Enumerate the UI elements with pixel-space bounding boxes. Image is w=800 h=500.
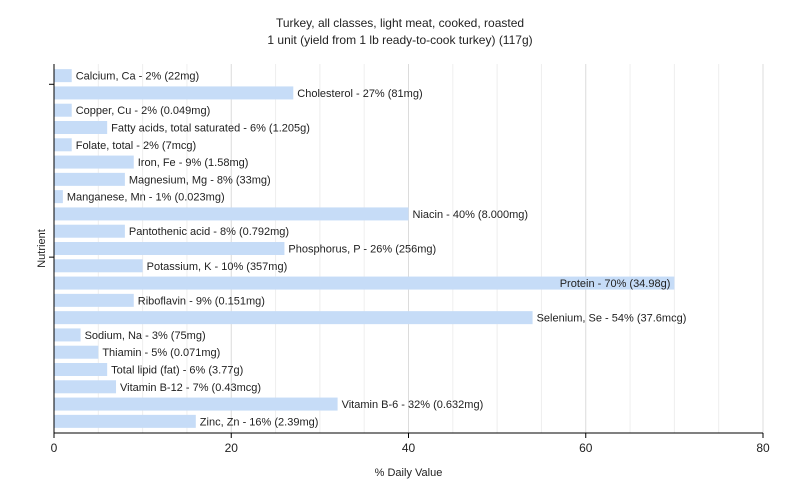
bar (54, 397, 338, 411)
bar-label: Copper, Cu - 2% (0.049mg) (76, 105, 211, 117)
x-axis-label: % Daily Value (375, 467, 443, 479)
bar (54, 328, 81, 342)
bar (54, 414, 196, 428)
bar (54, 155, 134, 169)
bar-label: Zinc, Zn - 16% (2.39mg) (200, 416, 319, 428)
bar-label: Magnesium, Mg - 8% (33mg) (129, 174, 271, 186)
x-tick-label: 40 (402, 441, 416, 455)
bar (54, 190, 63, 204)
bar (54, 259, 143, 273)
bar (54, 207, 409, 221)
bar-label: Calcium, Ca - 2% (22mg) (76, 71, 199, 83)
bar (54, 138, 72, 152)
bar-label: Manganese, Mn - 1% (0.023mg) (67, 192, 225, 204)
bar-label: Cholesterol - 27% (81mg) (297, 88, 422, 100)
bar (54, 121, 108, 134)
bar (54, 172, 125, 186)
bar-label: Fatty acids, total saturated - 6% (1.205… (111, 123, 310, 135)
bar (54, 363, 108, 376)
bar (54, 86, 294, 100)
bar (54, 276, 675, 290)
x-tick-label: 80 (756, 441, 770, 455)
bar-label: Thiamin - 5% (0.071mg) (102, 347, 220, 359)
bar (54, 345, 99, 359)
bar (54, 103, 72, 117)
bar (54, 380, 117, 394)
bar-label: Niacin - 40% (8.000mg) (413, 209, 529, 221)
bar-label: Folate, total - 2% (7mcg) (76, 140, 196, 152)
bar (54, 311, 533, 325)
x-tick-label: 0 (51, 441, 58, 455)
y-axis-label: Nutrient (36, 229, 48, 268)
x-tick-label: 20 (225, 441, 239, 455)
bar-label: Selenium, Se - 54% (37.6mcg) (537, 313, 687, 325)
bar (54, 293, 134, 307)
bar-label: Sodium, Na - 3% (75mg) (85, 330, 206, 342)
bar-label: Total lipid (fat) - 6% (3.77g) (111, 365, 243, 377)
chart-subtitle: 1 unit (yield from 1 lb ready-to-cook tu… (267, 33, 533, 47)
bar-label: Potassium, K - 10% (357mg) (147, 261, 288, 273)
bar-label: Vitamin B-6 - 32% (0.632mg) (342, 399, 484, 411)
bar-label: Vitamin B-12 - 7% (0.43mcg) (120, 382, 261, 394)
bar-label: Riboflavin - 9% (0.151mg) (138, 295, 265, 307)
chart-title: Turkey, all classes, light meat, cooked,… (275, 16, 525, 30)
bar-label: Protein - 70% (34.98g) (560, 278, 671, 290)
bar-label: Pantothenic acid - 8% (0.792mg) (129, 226, 289, 238)
bar-label: Phosphorus, P - 26% (256mg) (288, 244, 436, 256)
x-tick-label: 60 (579, 441, 593, 455)
bar (54, 69, 72, 83)
bar (54, 242, 285, 255)
bar-label: Iron, Fe - 9% (1.58mg) (138, 157, 249, 169)
bar (54, 224, 125, 238)
